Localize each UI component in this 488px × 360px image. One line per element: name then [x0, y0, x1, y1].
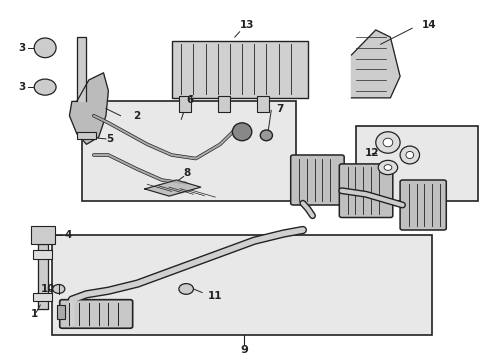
Ellipse shape	[34, 38, 56, 58]
Bar	[33, 293, 52, 301]
Bar	[217, 96, 229, 112]
Polygon shape	[351, 30, 399, 98]
Text: 14: 14	[421, 19, 436, 30]
Bar	[33, 249, 52, 258]
Text: 10: 10	[41, 284, 56, 294]
FancyBboxPatch shape	[52, 235, 431, 336]
Text: 2: 2	[132, 111, 140, 121]
Text: 8: 8	[183, 168, 191, 178]
Text: 4: 4	[64, 230, 72, 240]
Polygon shape	[69, 73, 108, 144]
Ellipse shape	[260, 130, 272, 141]
FancyBboxPatch shape	[81, 102, 295, 202]
Ellipse shape	[377, 160, 397, 175]
Ellipse shape	[399, 146, 419, 164]
Text: 7: 7	[276, 104, 283, 113]
Ellipse shape	[34, 79, 56, 95]
Text: 3: 3	[19, 43, 25, 53]
Polygon shape	[38, 244, 47, 309]
FancyBboxPatch shape	[60, 300, 132, 328]
FancyBboxPatch shape	[290, 155, 344, 205]
Bar	[57, 305, 64, 319]
Text: 6: 6	[186, 95, 193, 105]
Text: 3: 3	[19, 82, 25, 92]
Ellipse shape	[375, 132, 399, 153]
Bar	[30, 226, 55, 244]
Text: 5: 5	[106, 134, 113, 144]
FancyBboxPatch shape	[399, 180, 446, 230]
Text: 1: 1	[30, 309, 38, 319]
Text: 12: 12	[365, 148, 379, 158]
FancyBboxPatch shape	[356, 126, 477, 202]
Ellipse shape	[179, 284, 193, 294]
Ellipse shape	[383, 165, 391, 170]
Bar	[179, 96, 191, 112]
FancyBboxPatch shape	[171, 41, 307, 98]
Ellipse shape	[382, 138, 392, 147]
Bar	[77, 132, 96, 139]
Text: 9: 9	[240, 345, 248, 355]
Bar	[256, 96, 268, 112]
Polygon shape	[77, 37, 86, 102]
Polygon shape	[144, 180, 201, 196]
Ellipse shape	[405, 152, 413, 158]
Text: 11: 11	[207, 291, 222, 301]
Ellipse shape	[232, 123, 251, 141]
Text: 13: 13	[239, 19, 254, 30]
Ellipse shape	[53, 284, 65, 293]
FancyBboxPatch shape	[339, 164, 392, 217]
